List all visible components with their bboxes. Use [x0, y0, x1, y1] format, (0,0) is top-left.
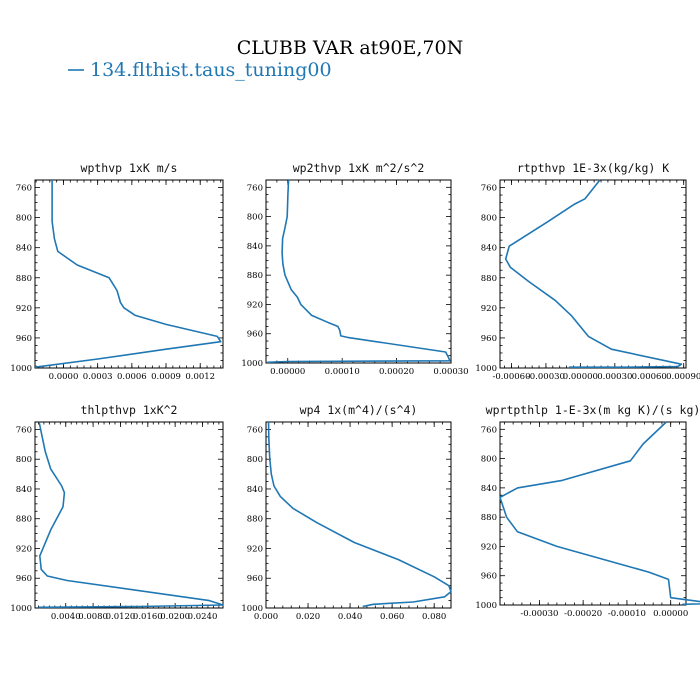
- y-tick-label: 760: [16, 184, 32, 194]
- panel-title: wpthvp 1xK m/s: [81, 161, 178, 175]
- x-tick-label: 0.0240: [188, 612, 218, 622]
- y-tick-label: 800: [247, 455, 263, 465]
- y-tick-label: 920: [16, 544, 32, 554]
- x-tick-label: 0.0040: [51, 612, 81, 622]
- x-tick-label: -0.00030: [520, 609, 558, 619]
- y-tick-label: 840: [16, 485, 32, 495]
- x-tick-label: -0.00030: [527, 372, 565, 382]
- y-tick-label: 920: [247, 300, 263, 310]
- panel-3: rtpthvp 1E-3x(kg/kg) K 760 800 840 880 920 960…: [475, 161, 700, 382]
- y-tick-label: 800: [16, 214, 32, 224]
- panel-title: wp2thvp 1xK m^2/s^2: [293, 161, 425, 175]
- panel-title: thlpthvp 1xK^2: [81, 403, 178, 417]
- x-tick-label: 0.00010: [325, 367, 360, 377]
- x-tick-label: 0.0080: [78, 612, 108, 622]
- y-tick-label: 760: [16, 425, 32, 435]
- x-tick-label: 0.0003: [83, 372, 113, 382]
- panel-frame: [34, 421, 224, 609]
- y-tick-label: 920: [481, 304, 497, 314]
- x-tick-label: -0.00020: [564, 609, 602, 619]
- legend: 134.flthist.taus_tuning00: [68, 59, 332, 81]
- y-tick-label: 960: [247, 574, 263, 584]
- y-tick-label: 880: [247, 515, 263, 525]
- y-tick-label: 800: [16, 455, 32, 465]
- panel-2: wp2thvp 1xK m^2/s^2 760 800 840 880 920 960 100…: [241, 161, 468, 377]
- y-tick-label: 840: [247, 242, 263, 252]
- legend-label: 134.flthist.taus_tuning00: [90, 59, 332, 81]
- x-tick-label: 0.00000: [653, 609, 688, 619]
- series-line-1: [267, 179, 451, 364]
- y-tick-label: 1000: [10, 364, 32, 374]
- y-tick-label: 1000: [475, 601, 497, 611]
- y-tick-label: 760: [247, 183, 263, 193]
- panel-5: wp4 1x(m^4)/(s^4)76080084088092096010000…: [241, 403, 452, 622]
- series-line-1: [34, 180, 222, 368]
- y-tick-label: 760: [247, 425, 263, 435]
- x-tick-label: 0.0012: [185, 372, 215, 382]
- y-tick-label: 760: [481, 184, 497, 194]
- y-tick-label: 920: [247, 544, 263, 554]
- panel-title: rtpthvp 1E-3x(kg/kg) K: [517, 161, 669, 175]
- y-tick-label: 960: [16, 574, 32, 584]
- x-tick-label: 0.020: [296, 612, 320, 622]
- panel-frame: [34, 179, 224, 369]
- x-tick-label: 0.0160: [133, 612, 163, 622]
- y-tick-label: 800: [247, 213, 263, 223]
- x-tick-label: 0.0120: [106, 612, 136, 622]
- panel-6: wprtpthlp 1-E-3x(m kg K)/(s kg) 760 800 840…: [475, 403, 700, 619]
- y-tick-label: 880: [247, 271, 263, 281]
- x-tick-label: 0.00030: [597, 372, 632, 382]
- y-tick-label: 960: [247, 330, 263, 340]
- x-tick-label: 0.00000: [270, 367, 305, 377]
- panels: wpthvp 1xK m/s76080084088092096010000.00…: [10, 161, 700, 622]
- y-tick-label: 1000: [241, 359, 263, 369]
- x-tick-label: -0.00010: [608, 609, 646, 619]
- y-tick-label: 960: [16, 334, 32, 344]
- y-tick-label: 960: [481, 572, 497, 582]
- y-tick-label: 760: [481, 425, 497, 435]
- series-line-1: [38, 421, 224, 609]
- x-tick-label: 0.000: [254, 612, 278, 622]
- x-tick-label: 0.00030: [433, 367, 468, 377]
- x-tick-label: 0.00000: [563, 372, 598, 382]
- panel-title: wp4 1x(m^4)/(s^4): [300, 403, 418, 417]
- y-tick-label: 880: [16, 274, 32, 284]
- series-line-1: [504, 179, 683, 369]
- y-tick-label: 800: [481, 455, 497, 465]
- x-tick-label: 0.0009: [151, 372, 181, 382]
- y-tick-label: 1000: [241, 604, 263, 614]
- y-tick-label: 920: [16, 304, 32, 314]
- x-tick-label: 0.00060: [632, 372, 667, 382]
- y-tick-label: 800: [481, 214, 497, 224]
- x-tick-label: 0.060: [380, 612, 404, 622]
- x-tick-label: 0.0200: [160, 612, 190, 622]
- y-tick-label: 920: [481, 542, 497, 552]
- y-tick-label: 840: [481, 244, 497, 254]
- panel-1: wpthvp 1xK m/s 760 800 840 880 920 960 1000 0.00…: [10, 161, 224, 382]
- x-tick-label: 0.0006: [117, 372, 147, 382]
- panel-title: wprtpthlp 1-E-3x(m kg K)/(s kg): [486, 403, 700, 417]
- x-tick-label: 0.080: [422, 612, 446, 622]
- panel-4: thlpthvp 1xK^2 760 800 840 880 920 960 1000 0.00…: [10, 403, 224, 622]
- y-tick-label: 840: [16, 244, 32, 254]
- panel-frame: [499, 421, 687, 606]
- y-tick-label: 880: [16, 515, 32, 525]
- y-tick-label: 960: [481, 334, 497, 344]
- x-tick-label: 0.00090: [666, 372, 700, 382]
- series-line-1: [267, 421, 452, 608]
- panel-frame: [265, 179, 452, 364]
- x-tick-label: 0.0000: [49, 372, 79, 382]
- x-tick-label: 0.040: [338, 612, 362, 622]
- figure-title: CLUBB VAR at90E,70N: [237, 37, 463, 59]
- panel-frame: [499, 179, 687, 369]
- y-tick-label: 840: [247, 485, 263, 495]
- y-tick-label: 880: [481, 513, 497, 523]
- y-tick-label: 1000: [10, 604, 32, 614]
- x-tick-label: 0.00020: [379, 367, 414, 377]
- x-tick-label: -0.00060: [492, 372, 530, 382]
- y-tick-label: 1000: [475, 364, 497, 374]
- y-tick-label: 880: [481, 274, 497, 284]
- y-tick-label: 840: [481, 484, 497, 494]
